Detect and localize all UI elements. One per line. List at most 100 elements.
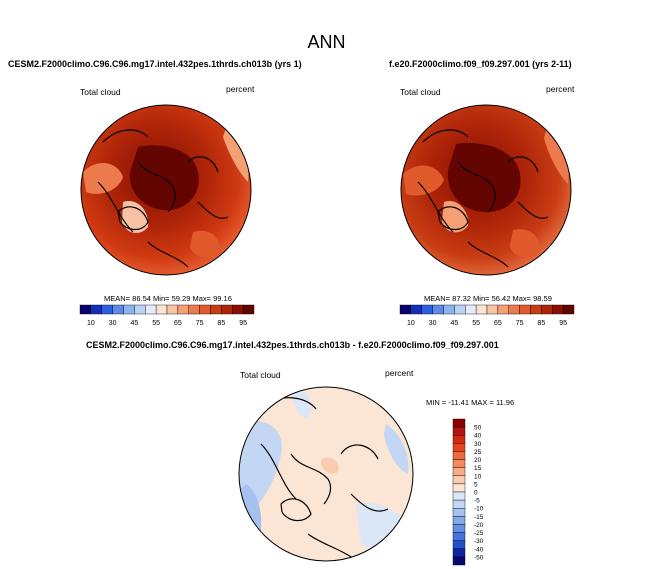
page-title: ANN — [307, 32, 346, 52]
panel2-region-patch — [403, 165, 444, 196]
panel1-region-patch — [223, 122, 249, 182]
panel1-region-patch — [83, 162, 123, 194]
colorbar-swatch — [452, 483, 466, 493]
panel2-units-label: percent — [546, 84, 575, 94]
panel2-colorbar: 10 30 45 55 65 75 85 95 — [399, 304, 575, 327]
panel3-max-label: MAX = — [471, 398, 494, 407]
colorbar-swatch — [112, 304, 124, 315]
colorbar-swatch — [166, 304, 179, 315]
colorbar-swatch — [155, 304, 168, 315]
panel2-arctic-high-region — [447, 143, 521, 213]
panel1-min-value: 59.29 — [171, 294, 191, 303]
colorbar-swatch — [210, 304, 222, 315]
colorbar-tick-label: 85 — [217, 320, 225, 327]
colorbar-tick-label: 55 — [152, 320, 160, 327]
panel3-coastlines — [260, 397, 389, 560]
colorbar-tick-label: 75 — [196, 320, 204, 327]
colorbar-tick-label: -5 — [474, 498, 480, 505]
panel2-stats: MEAN= 87.32 Min= 56.42 Max= 98.59 — [424, 294, 552, 303]
colorbar-swatch — [452, 475, 466, 485]
colorbar-tick-label: 40 — [474, 433, 482, 440]
colorbar-swatch — [454, 304, 466, 315]
colorbar-swatch — [452, 556, 466, 566]
colorbar-tick-label: -40 — [474, 546, 484, 553]
colorbar-swatch — [452, 459, 466, 468]
colorbar-tick-label: -20 — [474, 522, 484, 529]
colorbar-swatch — [552, 304, 564, 315]
colorbar-tick-label: 30 — [429, 320, 437, 327]
panel1-mean-value: 86.54 — [132, 294, 151, 303]
colorbar-tick-label: 95 — [239, 320, 247, 327]
colorbar-swatch — [177, 304, 189, 315]
panel1-map-boundary — [80, 104, 252, 276]
panel1-polar-map — [80, 104, 252, 276]
panel2-region-patch — [510, 229, 540, 258]
panel2-max-value: 98.59 — [533, 294, 552, 303]
colorbar-swatch — [541, 304, 553, 315]
colorbar-tick-label: 30 — [474, 441, 482, 448]
colorbar-swatch — [410, 304, 422, 315]
colorbar-swatch — [452, 548, 466, 558]
panel1-max-label: Max= — [192, 294, 212, 303]
panel1-max-value: 99.16 — [213, 294, 232, 303]
colorbar-tick-label: 95 — [559, 320, 567, 327]
panel2-min-label: Min= — [473, 294, 490, 303]
colorbar-swatch — [432, 304, 444, 315]
colorbar-swatch — [188, 304, 200, 315]
colorbar-swatch — [519, 304, 531, 315]
panel3-negative-region — [384, 424, 409, 474]
panel1-units-label: percent — [226, 84, 255, 94]
colorbar-tick-label: 65 — [494, 320, 502, 327]
colorbar-swatch — [199, 304, 211, 315]
colorbar-tick-label: 0 — [474, 490, 478, 497]
panel1-variable-label: Total cloud — [80, 87, 121, 97]
panel2-max-label: Max= — [512, 294, 532, 303]
panel3-min-value: -11.41 — [448, 398, 470, 407]
panel1-colorbar: 10 30 45 55 65 75 85 95 — [79, 304, 255, 327]
colorbar-swatch — [90, 304, 102, 315]
colorbar-tick-label: 25 — [474, 449, 482, 456]
panel1-title: CESM2.F2000climo.C96.C96.mg17.intel.432p… — [8, 59, 302, 69]
colorbar-swatch — [232, 304, 244, 315]
colorbar-tick-label: 50 — [474, 425, 482, 432]
colorbar-swatch — [562, 304, 575, 315]
panel1-arctic-high-region — [129, 145, 199, 211]
colorbar-tick-label: 75 — [516, 320, 524, 327]
panel3-title: CESM2.F2000climo.C96.C96.mg17.intel.432p… — [86, 340, 499, 350]
colorbar-tick-label: 15 — [474, 465, 482, 472]
colorbar-swatch — [530, 304, 542, 315]
colorbar-tick-label: 20 — [474, 457, 482, 464]
colorbar-tick-label: 30 — [109, 320, 117, 327]
colorbar-tick-label: 45 — [450, 320, 458, 327]
colorbar-tick-label: -30 — [474, 538, 484, 545]
colorbar-swatch — [452, 532, 466, 541]
colorbar-swatch — [79, 304, 92, 315]
colorbar-tick-label: 10 — [407, 320, 415, 327]
colorbar-swatch — [465, 304, 477, 315]
colorbar-swatch — [123, 304, 135, 315]
colorbar-swatch — [452, 491, 466, 501]
colorbar-tick-label: -50 — [474, 554, 484, 561]
colorbar-swatch — [452, 426, 466, 436]
colorbar-swatch — [475, 304, 488, 315]
panel2-coastlines — [417, 129, 549, 268]
panel3-map-boundary — [238, 386, 414, 562]
panel3-max-value: 11.96 — [495, 398, 515, 407]
panel2-variable-label: Total cloud — [400, 87, 441, 97]
panel3-positive-region — [321, 457, 339, 474]
colorbar-tick-label: 10 — [87, 320, 95, 327]
panel2-title: f.e20.F2000climo.f09_f09.297.001 (yrs 2-… — [389, 59, 572, 69]
panel2-mean-label: MEAN= — [424, 294, 451, 303]
colorbar-tick-label: -10 — [474, 506, 484, 513]
colorbar-swatch — [452, 435, 466, 444]
colorbar-swatch — [134, 304, 146, 315]
panel1-region-patch — [190, 230, 219, 258]
colorbar-swatch — [452, 508, 466, 517]
colorbar-swatch — [452, 524, 466, 533]
panel3-units-label: percent — [385, 368, 414, 378]
colorbar-tick-label: 5 — [474, 481, 478, 488]
colorbar-swatch — [452, 451, 466, 460]
panel1-mean-label: MEAN= — [104, 294, 131, 303]
colorbar-tick-label: 10 — [474, 473, 482, 480]
